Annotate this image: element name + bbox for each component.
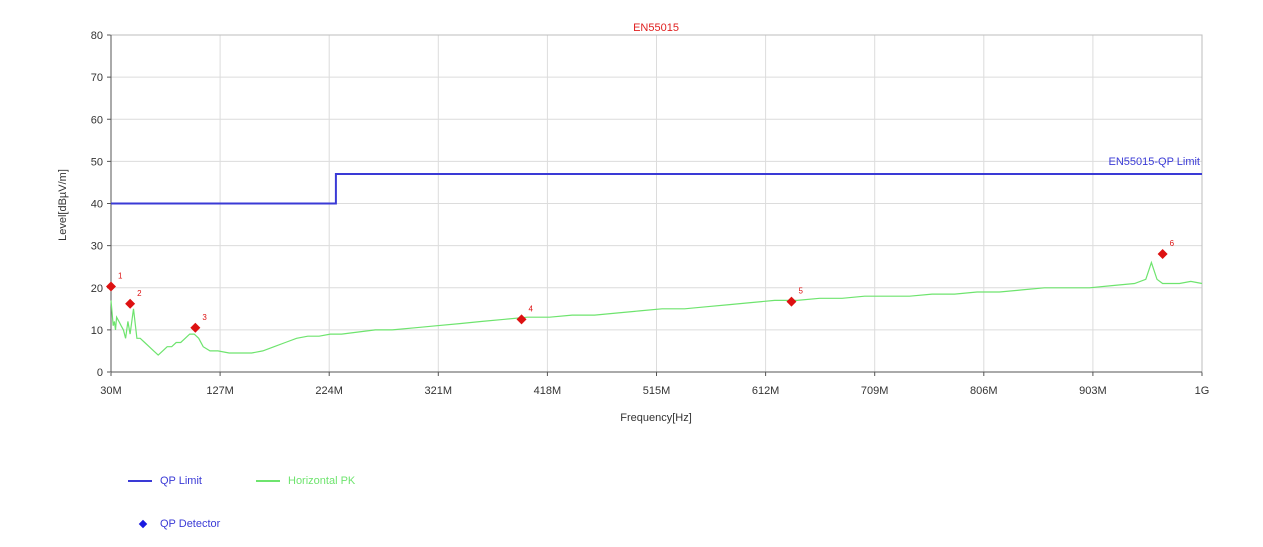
y-tick-label: 0: [97, 367, 103, 379]
legend-qp-detector: QP Detector: [136, 518, 220, 530]
qp-detector-point: [1157, 249, 1168, 260]
qp-point-label: 6: [1170, 239, 1175, 248]
legend-horizontal-pk-label: Horizontal PK: [288, 475, 356, 487]
x-tick-label: 612M: [752, 385, 780, 397]
y-tick-label: 50: [91, 156, 103, 168]
x-tick-label: 806M: [970, 385, 998, 397]
x-tick-label: 321M: [425, 385, 453, 397]
markers: 1 2 3 4 5 6: [106, 239, 1175, 333]
series: EN55015-QP Limit: [110, 156, 1203, 356]
chart-svg: 30M 127M 224M 321M 418M 515M 612M 709M 806M 903M 1…: [57, 22, 1210, 424]
qp-point-label: 1: [118, 271, 123, 280]
legend-horizontal-pk: Horizontal PK: [256, 475, 355, 487]
x-tick-label: 127M: [206, 385, 234, 397]
x-tick-label: 1G: [1195, 385, 1210, 397]
legend-horizontal-pk-swatch: [256, 480, 280, 482]
diamond-icon: [138, 519, 148, 529]
series-line-qp-limit: [111, 173, 1202, 205]
qp-detector-point: [786, 296, 797, 307]
x-tick-label: 709M: [861, 385, 889, 397]
legend-qp-limit-swatch: [128, 480, 152, 482]
y-tick-label: 60: [91, 114, 103, 126]
x-tick-label: 515M: [643, 385, 671, 397]
legend-qp-detector-label: QP Detector: [160, 518, 221, 530]
legend-qp-limit-label: QP Limit: [160, 475, 202, 487]
chart-title: EN55015: [633, 22, 679, 34]
x-tick-label: 224M: [315, 385, 343, 397]
qp-point-label: 4: [529, 304, 534, 313]
y-tick-label: 10: [91, 325, 103, 337]
x-tick-label: 418M: [534, 385, 562, 397]
qp-point-label: 2: [137, 289, 142, 298]
legend-qp-limit: QP Limit: [128, 475, 202, 487]
axes: 30M 127M 224M 321M 418M 515M 612M 709M 806M 903M 1…: [91, 30, 1210, 397]
y-tick-label: 30: [91, 241, 103, 253]
series-line-horizontal-pk: [110, 260, 1203, 356]
x-axis-label: Frequency[Hz]: [620, 412, 692, 424]
y-tick-label: 20: [91, 283, 103, 295]
y-tick-label: 70: [91, 72, 103, 84]
qp-detector-point: [516, 314, 527, 325]
y-tick-label: 40: [91, 199, 103, 211]
y-axis-label: Level[dBµV/m]: [57, 169, 69, 241]
x-tick-label: 30M: [100, 385, 121, 397]
y-tick-label: 80: [91, 30, 103, 42]
limit-line-label: EN55015-QP Limit: [1108, 156, 1200, 168]
qp-detector-point: [125, 298, 136, 309]
qp-detector-point: [190, 322, 201, 333]
x-tick-label: 903M: [1079, 385, 1107, 397]
qp-detector-point: [106, 281, 116, 292]
qp-point-label: 5: [798, 287, 803, 296]
qp-point-label: 3: [202, 313, 207, 322]
